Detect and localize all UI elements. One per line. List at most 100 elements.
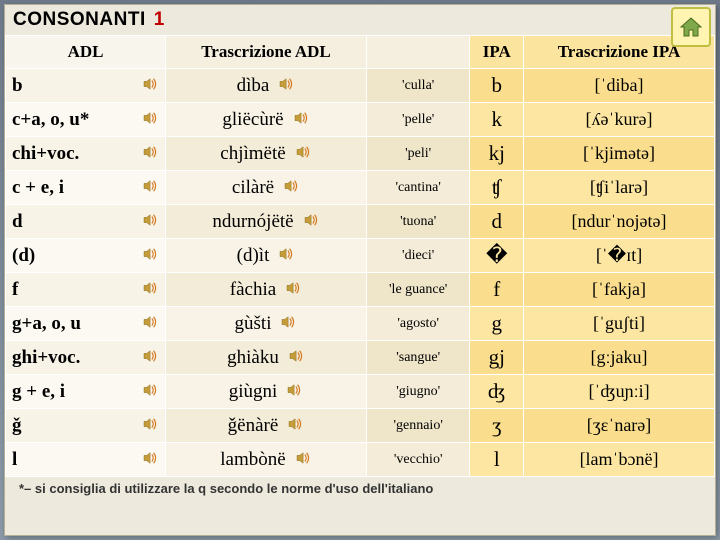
speaker-icon[interactable] [143, 245, 159, 267]
tadl-cell: gliëcùrë [222, 109, 283, 131]
table-row: g + e, i giùgni 'giugno'ʤ[ˈʤuɲːi] [6, 375, 715, 409]
tipa-cell: [ndurˈnojətə] [524, 205, 715, 239]
tipa-cell: [ʧiˈlarə] [524, 171, 715, 205]
speaker-icon[interactable] [279, 75, 295, 97]
meaning-cell: 'giugno' [366, 375, 469, 409]
table-row: ffàchia'le guance'f[ˈfakja] [6, 273, 715, 307]
tadl-cell: ghiàku [227, 347, 279, 369]
ipa-cell: � [470, 239, 524, 273]
speaker-icon[interactable] [143, 211, 159, 233]
adl-cell: d [12, 211, 23, 233]
speaker-icon[interactable] [296, 449, 312, 471]
ipa-cell: g [470, 307, 524, 341]
adl-cell: b [12, 75, 23, 97]
speaker-icon[interactable] [304, 211, 320, 233]
home-icon [679, 16, 703, 38]
ipa-cell: k [470, 103, 524, 137]
ipa-cell: ʧ [470, 171, 524, 205]
tadl-cell: cilàrë [232, 177, 274, 199]
speaker-icon[interactable] [289, 347, 305, 369]
tadl-cell: dìba [237, 75, 270, 97]
tipa-cell: [ˈfakja] [524, 273, 715, 307]
adl-cell: c + e, i [12, 177, 64, 199]
speaker-icon[interactable] [143, 381, 159, 403]
tadl-cell: ndurnójëtë [212, 211, 293, 233]
ipa-cell: ʒ [470, 409, 524, 443]
speaker-icon[interactable] [288, 415, 304, 437]
tadl-cell: fàchia [230, 279, 276, 301]
adl-cell: f [12, 279, 18, 301]
speaker-icon[interactable] [143, 143, 159, 165]
table-row: llambònë'vecchio'l[lamˈbɔnë] [6, 443, 715, 477]
speaker-icon[interactable] [284, 177, 300, 199]
tadl-cell: chjìmëtë [220, 143, 285, 165]
meaning-cell: 'gennaio' [366, 409, 469, 443]
ipa-cell: d [470, 205, 524, 239]
tipa-cell: [ˈʤuɲːi] [524, 375, 715, 409]
tadl-cell: giùgni [229, 381, 278, 403]
adl-cell: l [12, 449, 17, 471]
table-row: g+a, o, u gùšti 'agosto'g[ˈguʃti] [6, 307, 715, 341]
speaker-icon[interactable] [294, 109, 310, 131]
table-row: ghi+voc.ghiàku'sangue'gj[gːjaku] [6, 341, 715, 375]
tadl-cell: ǧënàrë [228, 415, 279, 437]
meaning-cell: 'cantina' [366, 171, 469, 205]
table-row: (d)(d)ìt'dieci'�[ˈ�ɪt] [6, 239, 715, 273]
meaning-cell: 'vecchio' [366, 443, 469, 477]
ipa-cell: f [470, 273, 524, 307]
speaker-icon[interactable] [287, 381, 303, 403]
adl-cell: g + e, i [12, 381, 65, 403]
col-tadl: Trascrizione ADL [166, 36, 367, 69]
speaker-icon[interactable] [143, 75, 159, 97]
speaker-icon[interactable] [143, 347, 159, 369]
table-row: dndurnójëtë'tuona'd[ndurˈnojətə] [6, 205, 715, 239]
tadl-cell: lambònë [220, 449, 285, 471]
ipa-cell: kj [470, 137, 524, 171]
meaning-cell: 'culla' [366, 69, 469, 103]
title-number: 1 [154, 9, 165, 31]
title-main: CONSONANTI [13, 9, 146, 31]
speaker-icon[interactable] [143, 313, 159, 335]
table-row: chi+voc. chjìmëtë 'peli'kj[ˈkjimətə] [6, 137, 715, 171]
ipa-cell: gj [470, 341, 524, 375]
footnote: *– si consiglia di utilizzare la q secon… [5, 477, 715, 496]
speaker-icon[interactable] [143, 177, 159, 199]
speaker-icon[interactable] [296, 143, 312, 165]
speaker-icon[interactable] [143, 415, 159, 437]
adl-cell: chi+voc. [12, 143, 79, 165]
tipa-cell: [ˈguʃti] [524, 307, 715, 341]
tipa-cell: [ˈ�ɪt] [524, 239, 715, 273]
slide-frame: CONSONANTI 1 ADL Trascrizione ADL IPA Tr… [4, 4, 716, 536]
meaning-cell: 'tuona' [366, 205, 469, 239]
adl-cell: g+a, o, u [12, 313, 81, 335]
speaker-icon[interactable] [143, 109, 159, 131]
tadl-cell: gùšti [235, 313, 272, 335]
speaker-icon[interactable] [286, 279, 302, 301]
speaker-icon[interactable] [279, 245, 295, 267]
tipa-cell: [ˈkjimətə] [524, 137, 715, 171]
speaker-icon[interactable] [143, 279, 159, 301]
col-mean [366, 36, 469, 69]
ipa-cell: ʤ [470, 375, 524, 409]
tipa-cell: [ʎəˈkurə] [524, 103, 715, 137]
tipa-cell: [ʒɛˈnarə] [524, 409, 715, 443]
title-bar: CONSONANTI 1 [5, 5, 715, 35]
meaning-cell: 'agosto' [366, 307, 469, 341]
table-row: c + e, i cilàrë 'cantina'ʧ[ʧiˈlarə] [6, 171, 715, 205]
col-ipa: IPA [470, 36, 524, 69]
table-row: bdìba'culla'b[ˈdiba] [6, 69, 715, 103]
tipa-cell: [ˈdiba] [524, 69, 715, 103]
meaning-cell: 'peli' [366, 137, 469, 171]
adl-cell: ghi+voc. [12, 347, 80, 369]
adl-cell: (d) [12, 245, 35, 267]
table-row: ǧǧënàrë'gennaio'ʒ[ʒɛˈnarə] [6, 409, 715, 443]
speaker-icon[interactable] [143, 449, 159, 471]
consonants-table: ADL Trascrizione ADL IPA Trascrizione IP… [5, 35, 715, 477]
tipa-cell: [lamˈbɔnë] [524, 443, 715, 477]
tipa-cell: [gːjaku] [524, 341, 715, 375]
tadl-cell: (d)ìt [237, 245, 270, 267]
header-row: ADL Trascrizione ADL IPA Trascrizione IP… [6, 36, 715, 69]
meaning-cell: 'le guance' [366, 273, 469, 307]
speaker-icon[interactable] [281, 313, 297, 335]
home-button[interactable] [671, 7, 711, 47]
